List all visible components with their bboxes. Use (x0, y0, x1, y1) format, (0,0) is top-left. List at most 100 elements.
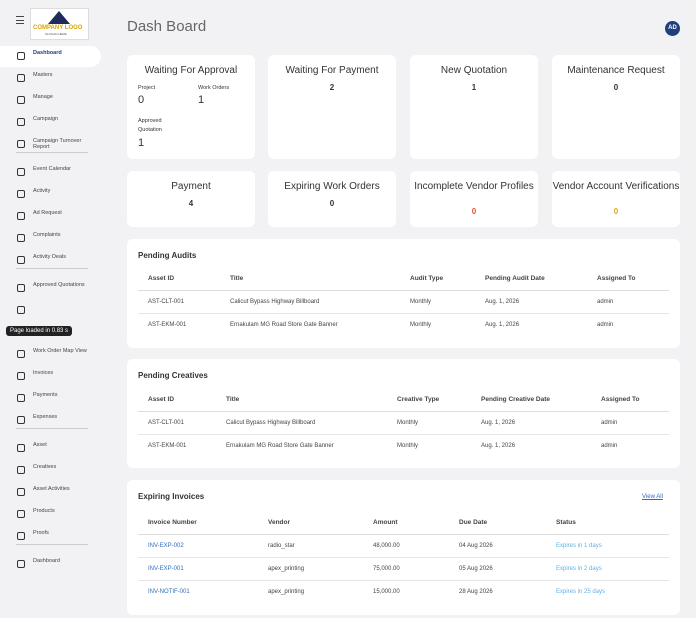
nav-icon[interactable] (17, 52, 25, 60)
column-header: Pending Audit Date (485, 275, 545, 282)
logo-tagline: SLOGAN HERE (45, 32, 67, 36)
table-cell: Ernakulam MG Road Store Gate Banner (230, 322, 338, 328)
card-title: Vendor Account Verifications (552, 181, 680, 192)
table-cell: Monthly (397, 420, 419, 426)
nav-icon[interactable] (17, 416, 25, 424)
menu-bar (16, 19, 24, 21)
card-value: 4 (188, 199, 194, 208)
nav-icon[interactable] (17, 168, 25, 176)
nav-icon[interactable] (17, 256, 25, 264)
nav-icon[interactable] (17, 306, 25, 314)
card-title: Waiting For Payment (285, 65, 379, 76)
column-header: Asset ID (148, 396, 175, 403)
table-cell: admin (601, 420, 618, 426)
nav-item[interactable]: Asset Activities (33, 486, 70, 492)
stat-card: New Quotation 1 (410, 55, 538, 159)
table-cell[interactable]: INV-NOTIF-001 (148, 589, 190, 595)
nav-item[interactable]: Campaign Turnover Report (33, 138, 82, 150)
logo-name: COMPANY LOGO (33, 25, 83, 31)
nav-item[interactable]: Campaign (33, 116, 59, 122)
table-cell: admin (597, 322, 614, 328)
stat-card: Maintenance Request 0 (552, 55, 680, 159)
field-label: Approved Quotation (138, 118, 162, 133)
column-header: Invoice Number (148, 519, 197, 526)
column-header: Pending Creative Date (481, 396, 550, 403)
nav-item[interactable]: Approved Quotations (33, 282, 85, 288)
table-cell: admin (597, 299, 614, 305)
logo: COMPANY LOGO SLOGAN HERE (30, 8, 89, 40)
nav-icon[interactable] (17, 350, 25, 358)
row-rule (138, 580, 669, 581)
nav-item[interactable]: Manage (33, 94, 53, 100)
separator (16, 152, 88, 153)
nav-item[interactable]: Payments (33, 392, 58, 398)
header-rule (138, 290, 669, 291)
table-panel: Pending Audits Asset ID Title Audit Type Pen… (127, 239, 680, 348)
card-title: Maintenance Request (567, 65, 665, 76)
nav-icon[interactable] (17, 560, 25, 568)
nav-icon[interactable] (17, 532, 25, 540)
nav-item[interactable]: Ad Request (33, 210, 62, 216)
table-cell: 05 Aug 2026 (459, 566, 493, 572)
nav-icon[interactable] (17, 96, 25, 104)
row-rule (138, 313, 669, 314)
nav-item[interactable]: Masters (33, 72, 53, 78)
table-cell: Aug. 1, 2026 (481, 443, 516, 449)
header-rule (138, 411, 669, 412)
nav-item[interactable]: Activity Deals (33, 254, 67, 260)
card-title: Expiring Work Orders (284, 181, 380, 192)
nav-item[interactable]: Dashboard (33, 50, 62, 56)
nav-icon[interactable] (17, 118, 25, 126)
card-value: 0 (329, 199, 335, 208)
nav-item[interactable]: Invoices (33, 370, 54, 376)
nav-item[interactable]: Proofs (33, 530, 49, 536)
field-value: 1 (138, 137, 145, 149)
nav-icon[interactable] (17, 74, 25, 82)
nav-item[interactable]: Expenses (33, 414, 58, 420)
stat-card: Vendor Account Verifications 0 (552, 171, 680, 227)
nav-icon[interactable] (17, 234, 25, 242)
avatar[interactable]: AD (665, 21, 680, 36)
nav-item[interactable]: Products (33, 508, 55, 514)
nav-icon[interactable] (17, 190, 25, 198)
tooltip: Page loaded in 0.83 s (6, 326, 73, 336)
table-cell[interactable]: INV-EXP-002 (148, 543, 184, 549)
nav-icon[interactable] (17, 488, 25, 496)
nav-icon[interactable] (17, 394, 25, 402)
nav-icon[interactable] (17, 212, 25, 220)
nav-icon[interactable] (17, 284, 25, 292)
nav-item[interactable]: Event Calendar (33, 166, 71, 172)
nav-item[interactable]: Activity (33, 188, 51, 194)
table-cell: Calicut Bypass Highway Billboard (226, 420, 316, 426)
nav-item[interactable]: Asset (33, 442, 47, 448)
table-cell: radio_star (268, 543, 295, 549)
column-header: Vendor (268, 519, 291, 526)
nav-item[interactable]: Dashboard (33, 558, 60, 564)
view-all-link[interactable]: View All (642, 494, 663, 500)
field-label: Project (138, 85, 156, 91)
table-cell: apex_printing (268, 566, 305, 572)
nav-icon[interactable] (17, 510, 25, 518)
column-header: Asset ID (148, 275, 175, 282)
table-cell[interactable]: INV-EXP-001 (148, 566, 184, 572)
card-title: Payment (171, 181, 211, 192)
column-header: Audit Type (410, 275, 444, 282)
nav-item[interactable]: Work Order Map View (33, 348, 87, 354)
table-cell: Ernakulam MG Road Store Gate Banner (226, 443, 334, 449)
separator (16, 268, 88, 269)
nav-icon[interactable] (17, 444, 25, 452)
stat-card: Incomplete Vendor Profiles 0 (410, 171, 538, 227)
nav-item[interactable]: Complaints (33, 232, 61, 238)
table-cell: 04 Aug 2026 (459, 543, 493, 549)
card-value: 0 (613, 83, 619, 92)
nav-icon[interactable] (17, 372, 25, 380)
table-cell: Monthly (410, 299, 432, 305)
card-value: 0 (471, 207, 477, 216)
nav-item[interactable]: Creatives (33, 464, 57, 470)
row-rule (138, 557, 669, 558)
field-value: 1 (198, 94, 205, 106)
table-cell: 48,000.00 (373, 543, 400, 549)
nav-icon[interactable] (17, 140, 25, 148)
nav-icon[interactable] (17, 466, 25, 474)
separator (16, 544, 88, 545)
